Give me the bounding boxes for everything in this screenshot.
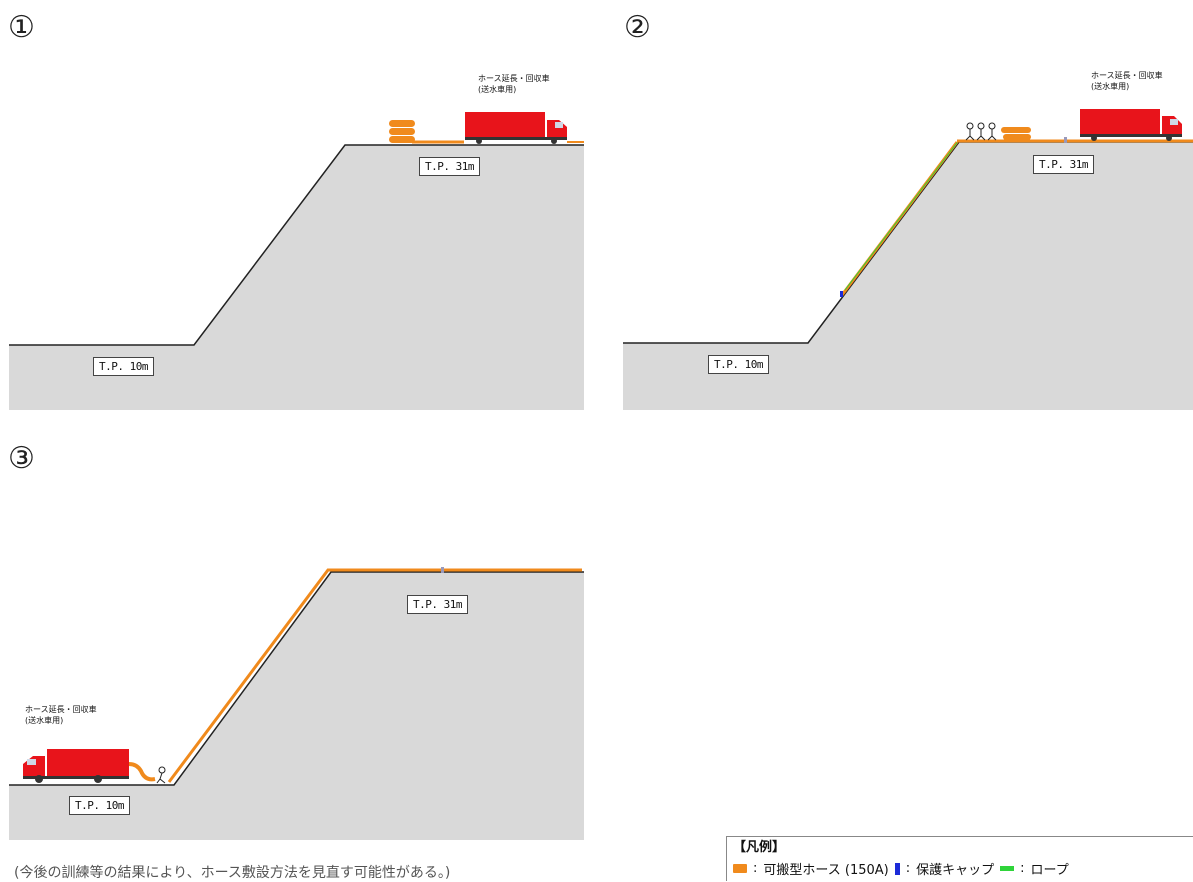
legend-row: : 可搬型ホース (150A) : 保護キャップ : ロープ [733,859,1193,878]
legend: 【凡例】 : 可搬型ホース (150A) : 保護キャップ : ロープ [726,836,1193,881]
ground-line-1 [9,144,584,346]
hose-icon [733,864,747,873]
hose-connection [128,762,156,782]
truck-label: ホース延長・回収車 (送水車用) [1091,70,1163,92]
legend-cap-label: 保護キャップ [916,863,995,878]
legend-rope-label: ロープ [1030,863,1069,878]
slope-rope [844,139,960,291]
truck-label-line-1: ホース延長・回収車 [1091,71,1163,80]
ground-line-3 [9,571,584,786]
step-number-1: ① [8,10,35,45]
legend-title: 【凡例】 [733,840,786,855]
legend-hose-label: 可搬型ホース (150A) [763,863,889,878]
step-number-3: ③ [8,441,35,476]
step-number-2: ② [624,10,651,45]
diagram-panel-2: T.P. 31m T.P. 10m ホース延長・回収車 (送水車用) [623,40,1193,410]
truck-icon [23,749,129,783]
truck-label-line-2: (送水車用) [478,85,517,94]
upper-elevation-label: T.P. 31m [407,595,468,614]
lower-elevation-label: T.P. 10m [93,357,154,376]
coiled-hose-icon [1001,127,1031,140]
upper-elevation-label: T.P. 31m [419,157,480,176]
truck-label-line-1: ホース延長・回収車 [25,705,97,714]
rope-icon [1000,866,1015,871]
legend-colon: : [1020,861,1025,876]
coiled-hose-icon [389,120,464,144]
footnote: (今後の訓練等の結果により、ホース敷設方法を見直す可能性がある。) [14,865,451,881]
truck-label-line-2: (送水車用) [1091,82,1130,91]
lower-elevation-label: T.P. 10m [69,796,130,815]
legend-colon: : [905,861,911,876]
cap-icon [894,862,900,875]
truck-label: ホース延長・回収車 (送水車用) [25,704,97,726]
truck-icon [1080,109,1182,141]
cap-icon [840,291,843,297]
worker-icon [156,766,166,784]
workers-icon [965,122,997,141]
legend-colon: : [753,861,758,876]
diagram-panel-1: T.P. 31m T.P. 10m ホース延長・回収車 (送水車用) [9,40,584,410]
terrain-1 [9,145,584,410]
terrain-3 [9,572,584,840]
truck-icon [465,112,584,144]
truck-label-line-2: (送水車用) [25,716,64,725]
truck-label: ホース延長・回収車 (送水車用) [478,73,550,95]
laid-hose [167,568,582,783]
diagram-panel-3: T.P. 31m T.P. 10m ホース延長・回収車 (送水車用) [9,565,584,840]
upper-elevation-label: T.P. 31m [1033,155,1094,174]
lower-elevation-label: T.P. 10m [708,355,769,374]
truck-label-line-1: ホース延長・回収車 [478,74,550,83]
